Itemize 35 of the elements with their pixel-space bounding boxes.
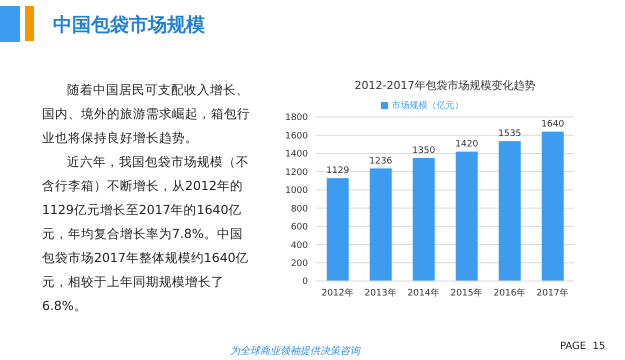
x-tick-label: 2013年	[364, 287, 396, 298]
x-tick-label: 2014年	[408, 287, 440, 298]
y-tick-label: 1200	[285, 168, 308, 178]
x-tick-label: 2017年	[536, 287, 568, 298]
bar	[370, 168, 392, 281]
x-tick-label: 2012年	[322, 287, 354, 298]
data-label: 1236	[369, 156, 392, 166]
text: 近六年，我国包袋市场规模（不含行李箱）不断增长，从2012年的1129亿元增长至2017年的1640亿元，年均复合增长率为7.8%。中国包袋市场2017年整体规模约1640亿元，相较于上年同期规模增长了6.8%。	[42, 153, 250, 315]
y-tick-label: 400	[290, 240, 308, 251]
bar	[456, 152, 478, 281]
data-label: 1350	[412, 146, 436, 156]
text: PAGE 15	[560, 341, 606, 352]
text: 中国包袋市场规模	[53, 13, 205, 38]
data-label: 1640	[541, 120, 564, 130]
chart-title: 2012-2017年包袋市场规模变化趋势	[354, 78, 536, 93]
bar	[498, 141, 521, 281]
y-tick-label: 1400	[285, 150, 308, 160]
data-label: 1420	[455, 140, 478, 150]
y-tick-label: 0	[302, 277, 308, 288]
y-tick-label: 200	[290, 258, 308, 269]
y-tick-label: 1000	[285, 186, 308, 196]
text: 为全球商业领袖提供决策咨询	[230, 344, 360, 358]
bar	[326, 178, 349, 281]
y-tick-label: 1800	[285, 113, 308, 124]
data-label: 1129	[326, 166, 350, 176]
text: 随着中国居民可支配收入增长、国内、境外的旅游需求崛起，箱包行业也将保持良好增长趋势。	[42, 81, 251, 147]
x-tick-label: 2016年	[494, 287, 526, 298]
y-tick-label: 1600	[285, 131, 308, 142]
bar	[542, 132, 564, 281]
data-label: 1535	[498, 129, 522, 140]
x-tick-label: 2015年	[450, 287, 482, 298]
y-tick-label: 600	[290, 222, 308, 233]
y-tick-label: 800	[290, 204, 308, 214]
legend-label: 市场规模（亿元）	[392, 101, 464, 111]
bar	[412, 158, 435, 281]
